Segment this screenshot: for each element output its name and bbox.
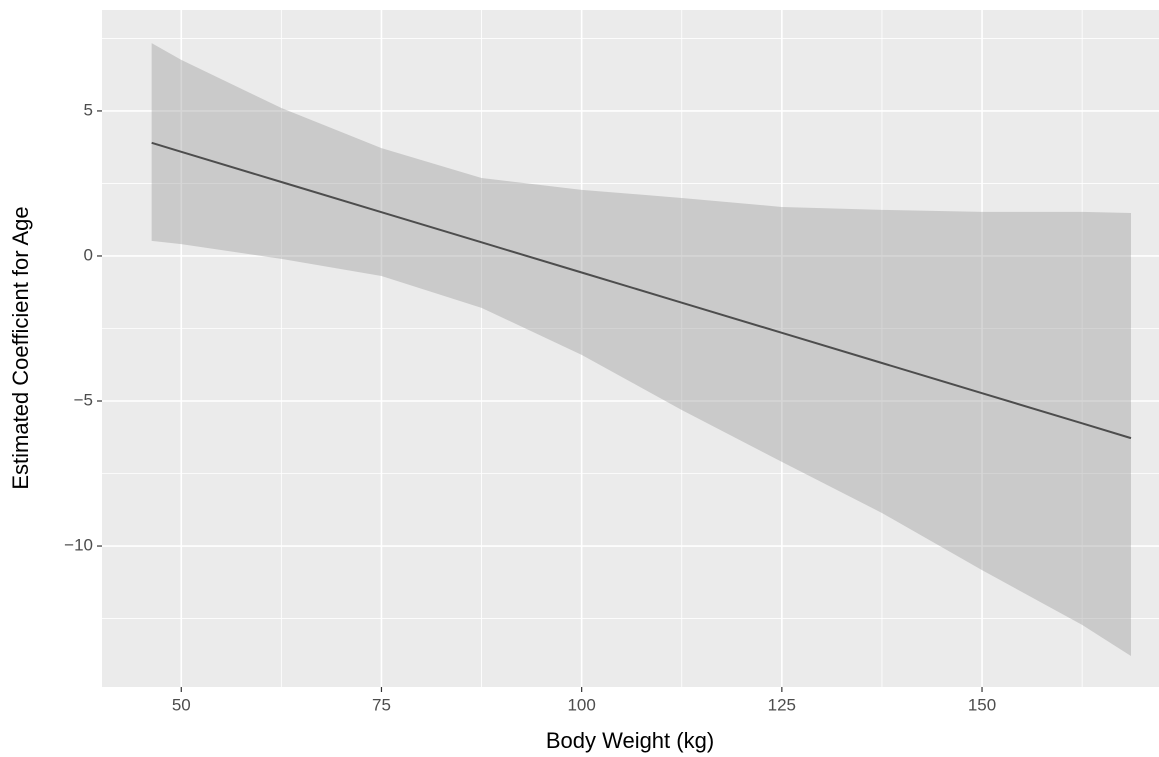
panel <box>102 10 1159 687</box>
x-tick-label: 150 <box>968 695 996 714</box>
fit-line <box>151 141 1132 440</box>
x-axis-title: Body Weight (kg) <box>546 728 714 753</box>
confidence-band <box>151 43 1131 656</box>
y-tick-label: 5 <box>84 100 93 119</box>
y-tick-label: 0 <box>84 245 93 264</box>
y-axis-title: Estimated Coefficient for Age <box>8 206 33 489</box>
x-tick-label: 50 <box>172 695 191 714</box>
x-tick-label: 125 <box>768 695 796 714</box>
y-tick-label: −5 <box>74 390 93 409</box>
y-tick-label: −10 <box>64 536 93 555</box>
x-tick-label: 100 <box>567 695 595 714</box>
x-tick-label: 75 <box>372 695 391 714</box>
